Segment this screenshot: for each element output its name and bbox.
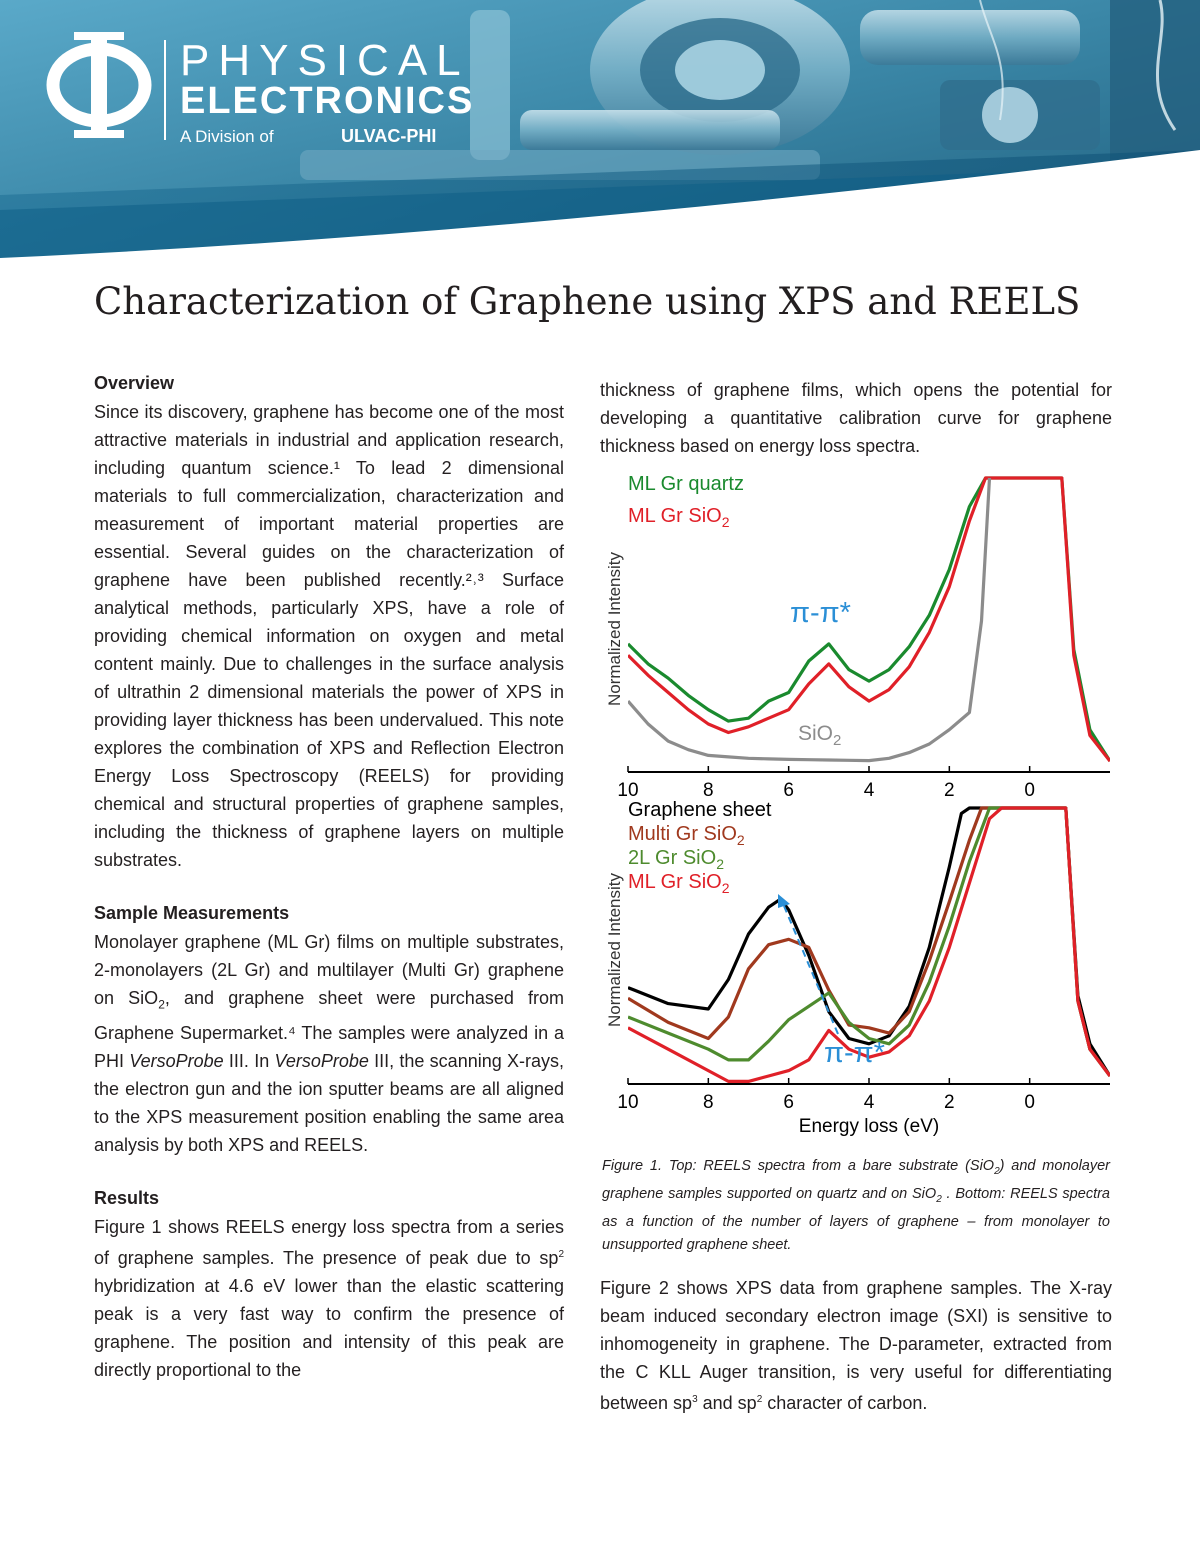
series-line-sio (628, 477, 992, 763)
overview-section: Overview Since its discovery, graphene h… (94, 370, 564, 874)
document-title: Characterization of Graphene using XPS a… (94, 280, 1081, 323)
banner-image (0, 0, 1200, 262)
x-tick-label: 8 (703, 780, 714, 801)
logo-ulvac-phi: ULVAC-PHI (341, 126, 437, 146)
x-tick-label: 10 (617, 780, 638, 801)
y-axis-label: Normalized Intensity (605, 552, 624, 707)
overview-paragraph: Since its discovery, graphene has become… (94, 402, 564, 870)
header-banner: PHYSICAL ELECTRONICS A Division of ULVAC… (0, 0, 1200, 262)
results-heading: Results (94, 1187, 160, 1208)
thickness-paragraph: thickness of graphene films, which opens… (600, 380, 1112, 456)
pi-pi-annotation: π-π* (790, 597, 851, 629)
reels-chart: 10 8 6 4 2 0 Normalized Intensity ML Gr quartz M… (605, 473, 1110, 1137)
sample-paragraph: Monolayer graphene (ML Gr) films on mult… (94, 932, 565, 1155)
legend-label: ML Gr SiO2 (628, 505, 730, 530)
x-axis-label: Energy loss (eV) (799, 1116, 939, 1137)
legend-label: 2L Gr SiO2 (628, 847, 724, 872)
pi-pi-annotation: π-π* (824, 1037, 885, 1069)
series-label-sio2: SiO2 (798, 722, 841, 749)
right-column-top: thickness of graphene films, which opens… (600, 376, 1112, 460)
y-axis-label: Normalized Intensity (605, 873, 624, 1028)
results-section: Results Figure 1 shows REELS energy loss… (94, 1185, 564, 1384)
x-tick-label: 6 (783, 780, 794, 801)
figure2-paragraph: Figure 2 shows XPS data from graphene sa… (600, 1278, 1112, 1413)
logo-divider (164, 40, 166, 140)
x-tick-label: 0 (1024, 780, 1035, 801)
phi-logo-icon (46, 32, 152, 138)
arrow-head (778, 894, 790, 908)
results-paragraph: Figure 1 shows REELS energy loss spectra… (94, 1216, 564, 1380)
legend-label: ML Gr quartz (628, 473, 744, 495)
x-tick-label: 2 (944, 1092, 955, 1113)
x-tick-label: 4 (864, 1092, 875, 1113)
series-line-ml-gr-sio (628, 806, 1110, 1083)
x-tick-label: 2 (944, 780, 955, 801)
legend-label: Multi Gr SiO2 (628, 823, 745, 848)
x-tick-label: 6 (783, 1092, 794, 1113)
x-tick-label: 8 (703, 1092, 714, 1113)
legend-label: Graphene sheet (628, 799, 772, 821)
series-line-ml-gr-sio (628, 476, 1110, 763)
sample-heading: Sample Measurements (94, 903, 290, 923)
sample-section: Sample Measurements Monolayer graphene (… (94, 900, 564, 1159)
x-tick-label: 10 (617, 1092, 638, 1113)
overview-heading: Overview (94, 373, 175, 393)
x-tick-label: 4 (864, 780, 875, 801)
legend-label: ML Gr SiO2 (628, 871, 730, 896)
figure-1: 10 8 6 4 2 0 Normalized Intensity ML Gr quartz M… (598, 462, 1118, 1152)
left-column: Overview Since its discovery, graphene h… (94, 370, 564, 1410)
figure2-section: Figure 2 shows XPS data from graphene sa… (600, 1274, 1112, 1417)
logo-division-label: A Division of (180, 127, 274, 146)
figure-1-caption: Figure 1. Top: REELS spectra from a bare… (602, 1158, 1110, 1253)
logo-physical: PHYSICAL (180, 36, 470, 85)
logo-electronics: ELECTRONICS (180, 80, 475, 122)
x-tick-label: 0 (1024, 1092, 1035, 1113)
